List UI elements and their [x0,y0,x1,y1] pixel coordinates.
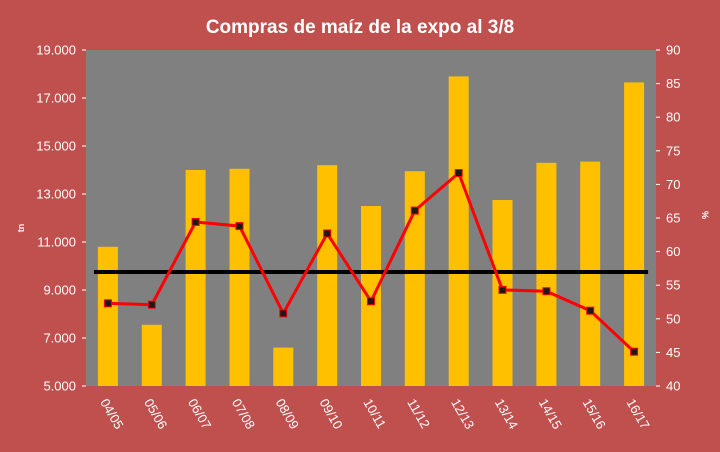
right-axis: 40 45 50 55 60 65 70 75 80 85 90 [656,43,680,394]
line-point [542,287,551,296]
left-axis: 5.000 7.000 9.000 11.000 13.000 15.000 17.000 1… [36,43,86,394]
left-tick-label: 11.000 [37,235,76,250]
bar [185,170,206,386]
line-series [103,169,639,356]
left-tick-label: 15.000 [36,139,76,154]
right-tick-label: 70 [666,177,680,192]
line-point [323,229,332,238]
bar [404,171,425,386]
right-axis-label: % [700,211,710,219]
bar [624,82,645,387]
left-tick-label: 7.000 [43,331,76,346]
right-tick-label: 45 [666,345,680,360]
right-tick-label: 60 [666,244,680,259]
left-tick-label: 17.000 [36,91,76,106]
bar [97,246,118,386]
chart-title: Compras de maíz de la expo al 3/8 [206,17,514,38]
right-tick-label: 90 [666,43,680,58]
right-tick-label: 85 [666,76,680,91]
line-point [103,299,112,308]
bar [317,165,338,386]
bar [448,76,469,387]
right-tick-label: 40 [666,379,680,394]
left-tick-label: 19.000 [36,43,76,58]
bar [141,324,162,386]
line-point [147,300,156,309]
right-tick-label: 50 [666,311,680,326]
left-tick-label: 9.000 [43,283,76,298]
left-axis-label: tn [16,224,26,233]
right-tick-label: 55 [666,278,680,293]
left-tick-label: 13.000 [36,187,76,202]
right-tick-label: 80 [666,110,680,125]
left-tick-label: 5.000 [43,379,76,394]
line-point [279,309,288,318]
bar [273,347,294,386]
bar [536,162,557,386]
line-point [454,169,463,177]
line-point [191,218,200,226]
line-point [367,297,375,306]
line-point [498,285,507,294]
right-tick-label: 65 [666,211,680,226]
bar [229,168,250,386]
line-point [235,222,244,231]
line-point [586,306,595,315]
line-point [410,206,419,215]
line-point [630,347,639,356]
right-tick-label: 75 [666,143,680,158]
bar [361,206,381,386]
